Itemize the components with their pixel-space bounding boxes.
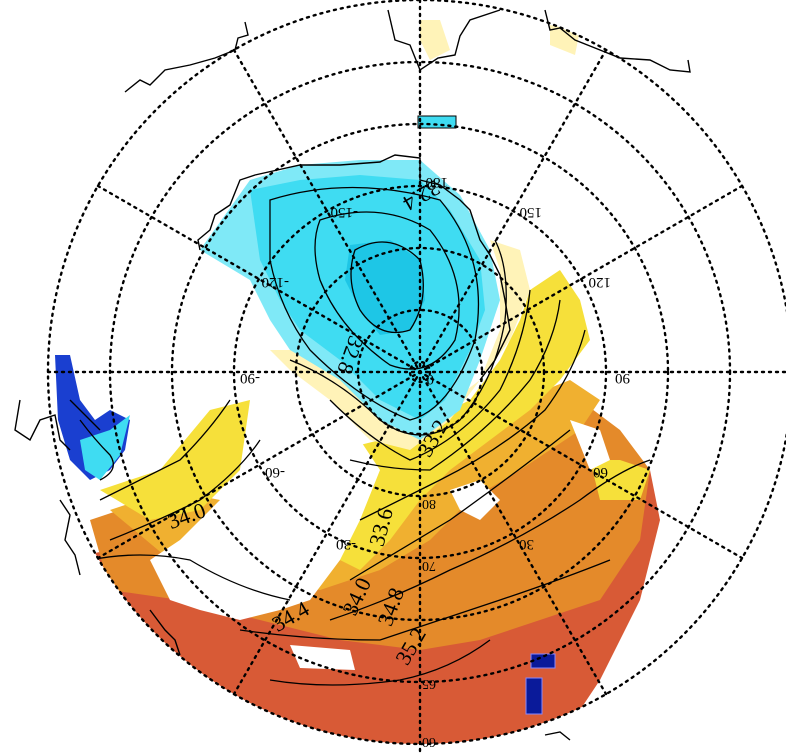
longitude-labels: 180 150 120 90 60 30 0 -30 -60 -90 -120 … bbox=[240, 174, 630, 552]
lon-label-180: 180 bbox=[426, 174, 449, 190]
salinity-fill-yellow bbox=[100, 270, 650, 570]
land-gap-south bbox=[290, 645, 355, 670]
salinity-fill-navy-2 bbox=[525, 677, 543, 715]
salinity-fill-fresh-dark bbox=[345, 240, 425, 335]
salinity-fill-teal bbox=[80, 415, 130, 480]
lat-label-70: 70 bbox=[422, 558, 436, 573]
lon-label-150: 150 bbox=[520, 204, 543, 220]
lat-label-80: 80 bbox=[422, 496, 436, 511]
lat-label-65: 65 bbox=[422, 676, 436, 691]
lon-label-30: 30 bbox=[519, 536, 534, 552]
lat-label-60: 60 bbox=[422, 734, 436, 749]
salinity-fill-pacific bbox=[420, 20, 580, 60]
latitude-labels: 60 65 70 80 bbox=[422, 496, 436, 749]
meridian-lines bbox=[46, 0, 786, 756]
lon-label-0: 0 bbox=[427, 371, 435, 387]
lon-label-m60: -60 bbox=[265, 464, 285, 480]
lon-label-90: 90 bbox=[615, 370, 630, 386]
lon-label-60: 60 bbox=[593, 464, 608, 480]
lon-label-m120: -120 bbox=[262, 274, 290, 290]
lon-label-m30: -30 bbox=[336, 536, 356, 552]
lon-label-m150: -150 bbox=[331, 204, 359, 220]
lon-label-m90: -90 bbox=[240, 370, 260, 386]
lon-label-120: 120 bbox=[589, 274, 612, 290]
coastlines bbox=[14, 9, 691, 741]
